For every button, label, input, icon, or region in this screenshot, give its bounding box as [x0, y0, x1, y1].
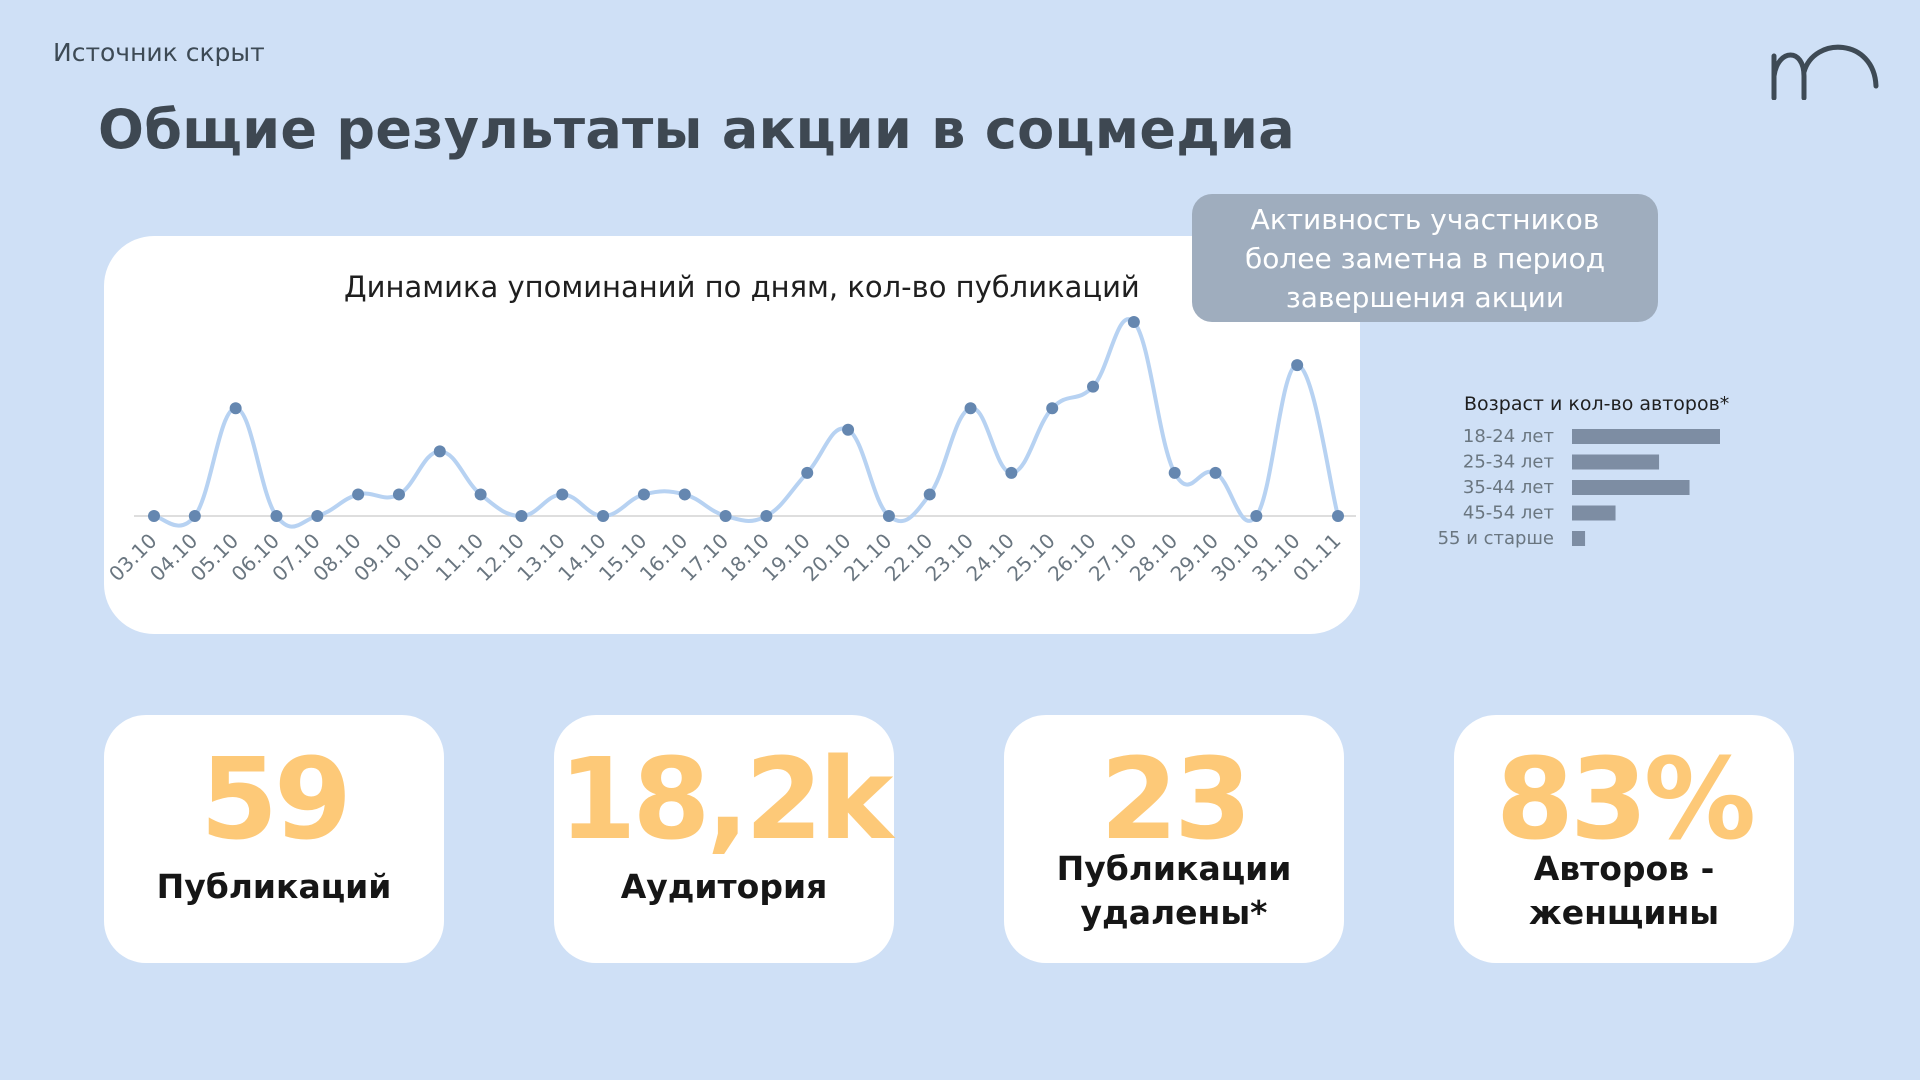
- stat-value: 18,2k: [558, 735, 894, 865]
- data-point: [1291, 359, 1304, 372]
- mentions-line-chart: 03.1004.1005.1006.1007.1008.1009.1010.10…: [104, 316, 1356, 586]
- age-bar: [1572, 531, 1586, 546]
- series-line: [153, 317, 1340, 529]
- chart-title: Динамика упоминаний по дням, кол-во публ…: [344, 270, 1140, 304]
- data-point: [1087, 380, 1100, 393]
- page-title: Общие результаты акции в соцмедиа: [98, 98, 1296, 161]
- data-point: [760, 510, 773, 522]
- stat-value: 23: [1100, 735, 1252, 865]
- data-point: [842, 423, 855, 436]
- insight-note: Активность участников более заметна в пе…: [1192, 194, 1658, 322]
- age-category-label: 18-24 лет: [1463, 426, 1554, 447]
- stat-card-women-authors: 83% Авторов - женщины: [1454, 715, 1794, 963]
- brand-logo-icon: [1771, 44, 1879, 100]
- data-point: [1127, 316, 1140, 328]
- insight-note-text: Активность участников более заметна в пе…: [1244, 202, 1606, 314]
- age-category-label: 25-34 лет: [1463, 452, 1554, 473]
- mentions-chart-card: Динамика упоминаний по дням, кол-во публ…: [104, 236, 1360, 634]
- data-point: [964, 402, 977, 415]
- data-point: [882, 510, 895, 522]
- stat-label: Публикации удалены*: [1056, 849, 1292, 932]
- stat-value: 83%: [1495, 735, 1756, 865]
- x-tick-label: 01.11: [1288, 529, 1345, 586]
- data-point: [515, 510, 528, 522]
- age-bar: [1572, 480, 1690, 495]
- data-point: [1168, 466, 1181, 479]
- stat-label: Публикаций: [156, 867, 392, 906]
- data-point: [188, 510, 201, 522]
- age-category-label: 55 и старше: [1438, 528, 1554, 549]
- data-point: [719, 510, 732, 522]
- data-point: [148, 510, 160, 522]
- data-point: [1046, 402, 1059, 415]
- data-point: [311, 510, 324, 522]
- age-category-label: 45-54 лет: [1463, 503, 1554, 524]
- age-chart: Возраст и кол-во авторов* 18-24 лет 25-34 …: [1400, 388, 1760, 558]
- data-point: [352, 488, 365, 501]
- age-bar: [1572, 505, 1616, 521]
- data-point: [556, 488, 569, 501]
- age-bar: [1572, 454, 1660, 470]
- age-bar-chart: Возраст и кол-во авторов* 18-24 лет 25-34 …: [1438, 393, 1730, 549]
- data-point: [637, 488, 650, 501]
- stat-card-publications: 59 Публикаций: [104, 715, 444, 963]
- data-point: [392, 488, 405, 501]
- data-point: [597, 510, 610, 522]
- data-point: [1332, 510, 1344, 522]
- data-point: [923, 488, 936, 501]
- age-bar: [1572, 429, 1720, 444]
- stat-label: Авторов - женщины: [1528, 849, 1720, 932]
- data-point: [270, 510, 283, 522]
- age-chart-title: Возраст и кол-во авторов*: [1464, 393, 1729, 415]
- data-point: [433, 445, 446, 458]
- stat-card-audience: 18,2k Аудитория: [554, 715, 894, 963]
- age-category-label: 35-44 лет: [1463, 477, 1554, 498]
- data-point: [474, 488, 487, 501]
- source-label: Источник скрыт: [53, 38, 265, 67]
- data-point: [1250, 510, 1263, 522]
- data-point: [229, 402, 242, 415]
- data-point: [1209, 466, 1222, 479]
- stat-label: Аудитория: [620, 867, 828, 906]
- data-point: [678, 488, 691, 501]
- data-point: [1005, 466, 1018, 479]
- stat-card-deleted: 23 Публикации удалены*: [1004, 715, 1344, 963]
- data-point: [801, 466, 814, 479]
- stat-value: 59: [200, 735, 352, 865]
